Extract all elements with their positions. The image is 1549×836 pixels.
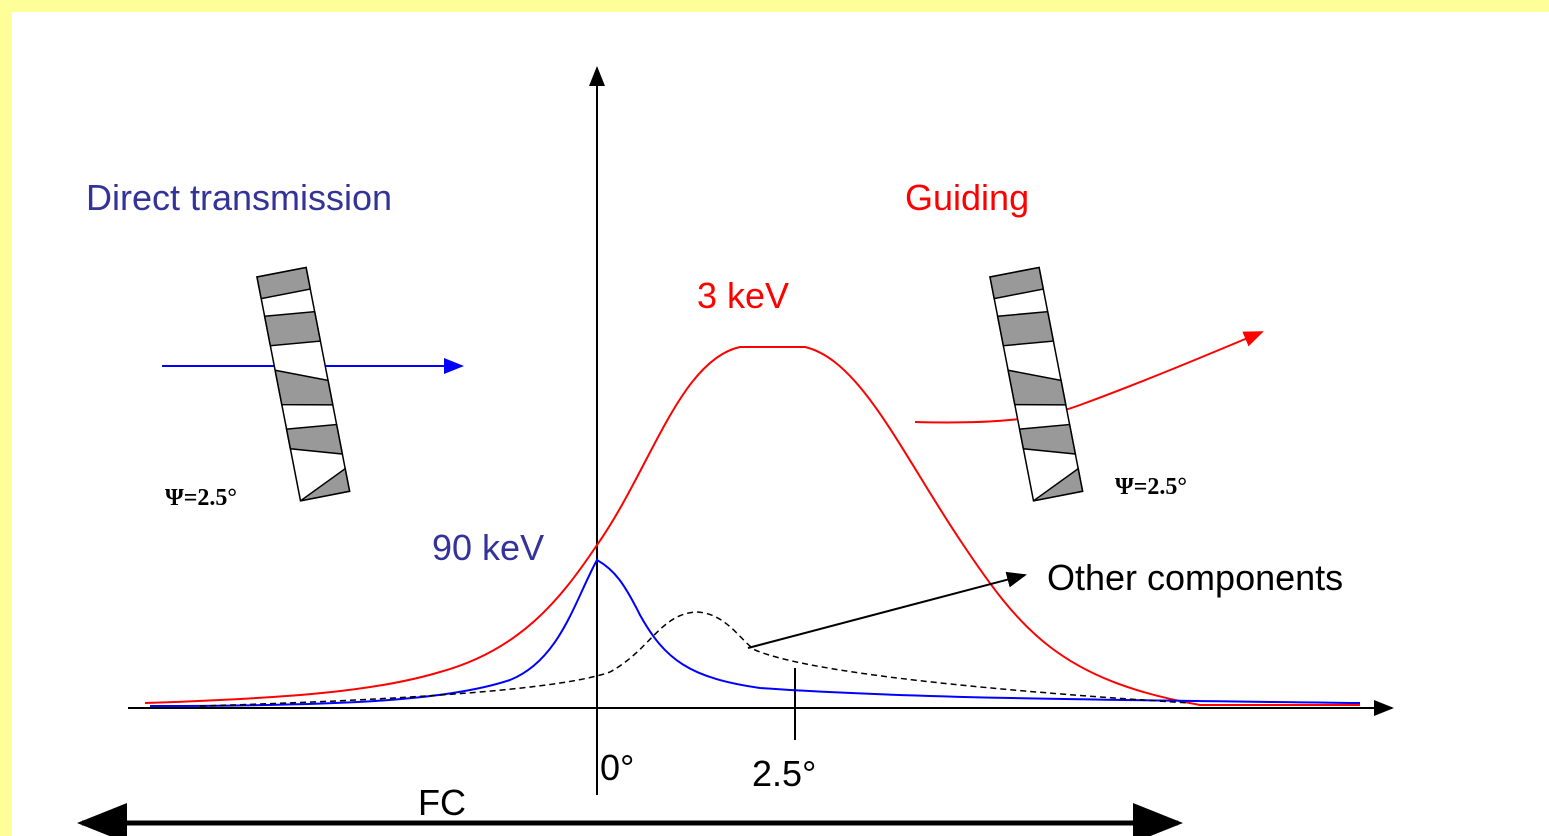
arrow-other [747, 571, 1027, 649]
plate-right [989, 266, 1084, 502]
curve-3kev [144, 346, 1360, 706]
label-3kev: 3 keV [697, 275, 789, 316]
label-guiding: Guiding [905, 177, 1029, 218]
label-psi-right: Ψ=2.5° [1115, 474, 1187, 500]
label-other: Other components [1047, 557, 1343, 598]
canvas [12, 12, 1549, 836]
plate-left [256, 266, 351, 502]
curve-other [199, 611, 1191, 707]
label-direct: Direct transmission [86, 177, 392, 218]
tick-label: 0° [600, 747, 634, 788]
label-fc: FC [418, 782, 466, 823]
tick-label: 2.5° [752, 753, 816, 794]
arrow-guiding [914, 331, 1264, 424]
label-psi-left: Ψ=2.5° [165, 485, 237, 511]
label-90kev: 90 keV [432, 527, 544, 568]
